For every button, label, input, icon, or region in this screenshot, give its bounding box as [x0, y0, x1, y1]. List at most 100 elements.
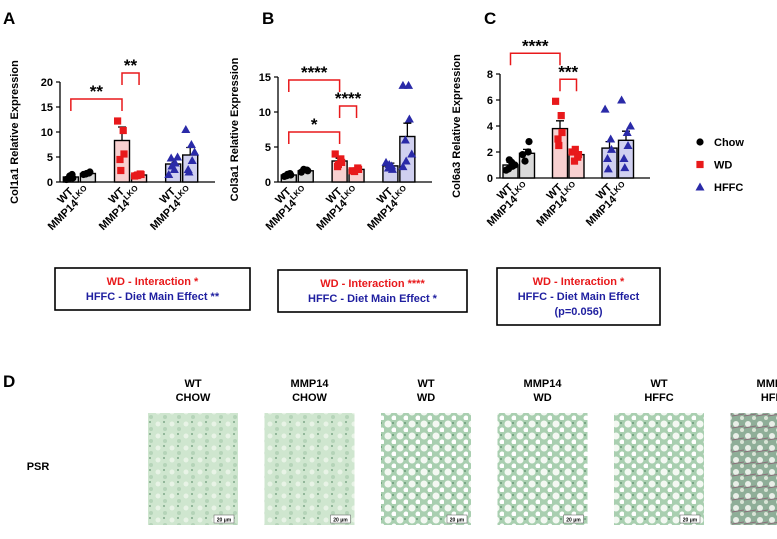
- y-axis-label: Col3a1 Relative Expression: [229, 57, 241, 201]
- significance-bracket: [509, 52, 561, 66]
- y-tick-label: 6: [487, 95, 493, 107]
- column-label: WD: [417, 392, 435, 404]
- y-tick-label: 10: [41, 127, 53, 139]
- data-point: [557, 112, 565, 120]
- column-label: CHOW: [176, 392, 211, 404]
- data-point: [606, 134, 616, 143]
- category-superscript: LKO: [173, 184, 191, 202]
- stats-box: [496, 267, 661, 326]
- y-tick-label: 0: [487, 173, 493, 185]
- stats-text: HFFC - Diet Main Effect **: [86, 291, 220, 303]
- legend-marker: [696, 160, 704, 169]
- data-point: [554, 135, 562, 143]
- stats-text: HFFC - Diet Main Effect: [518, 291, 640, 303]
- data-point: [300, 165, 308, 173]
- scale-bar-label: 20 μm: [683, 518, 698, 524]
- histology-image: [264, 413, 355, 525]
- scale-bar-box: [213, 514, 235, 524]
- category-superscript: LKO: [122, 184, 140, 202]
- category-superscript: LKO: [288, 184, 306, 202]
- data-point: [83, 169, 91, 178]
- panel-label: B: [262, 9, 274, 28]
- data-point: [404, 114, 414, 123]
- stats-box: [277, 269, 468, 313]
- error-bar: [556, 120, 564, 129]
- column-label: WT: [184, 378, 201, 390]
- column-label: WD: [533, 392, 551, 404]
- y-axis-label: Col1a1 Relative Expression: [9, 60, 21, 204]
- data-point: [184, 167, 194, 176]
- data-point: [117, 166, 125, 175]
- stats-text: WD - Interaction *: [533, 276, 625, 288]
- data-point: [181, 125, 191, 133]
- y-tick-label: 10: [259, 107, 271, 119]
- data-point: [173, 152, 183, 161]
- significance-label: ****: [335, 89, 362, 108]
- panel-label: D: [3, 372, 15, 391]
- legend-label: Chow: [714, 137, 744, 149]
- column-label: MMP14: [291, 378, 330, 390]
- data-point: [134, 171, 142, 179]
- y-tick-label: 8: [487, 69, 493, 81]
- histology-image: [381, 413, 471, 525]
- histology-image: [614, 413, 704, 525]
- y-tick-label: 2: [487, 147, 493, 159]
- data-point: [66, 172, 74, 180]
- error-bar: [403, 122, 412, 137]
- significance-bracket: [338, 105, 358, 118]
- legend-label: WD: [714, 160, 732, 172]
- column-label: HFFC: [644, 392, 673, 404]
- scale-bar-box: [563, 514, 584, 524]
- data-point: [354, 165, 363, 173]
- y-tick-label: 20: [41, 77, 53, 89]
- data-point: [167, 161, 177, 170]
- panel-label: A: [3, 9, 15, 28]
- data-point: [625, 121, 635, 130]
- legend-label: HFFC: [714, 182, 743, 194]
- stats-text: (p=0.056): [555, 306, 603, 318]
- row-label: PSR: [27, 461, 50, 473]
- legend-marker: [695, 182, 705, 191]
- column-label: CHOW: [292, 392, 327, 404]
- data-point: [166, 153, 176, 162]
- data-point: [571, 145, 579, 153]
- significance-label: *: [311, 115, 318, 134]
- data-point: [574, 151, 583, 159]
- category-superscript: LKO: [510, 180, 528, 198]
- significance-label: **: [124, 56, 138, 75]
- data-point: [350, 167, 359, 176]
- significance-bracket: [70, 98, 123, 111]
- data-point: [187, 156, 197, 164]
- y-tick-label: 5: [47, 152, 53, 164]
- column-label: HFFC: [761, 392, 777, 404]
- category-superscript: LKO: [339, 184, 357, 202]
- y-tick-label: 15: [259, 72, 271, 84]
- y-tick-label: 5: [265, 142, 271, 154]
- y-tick-label: 15: [41, 102, 53, 114]
- data-point: [521, 157, 529, 165]
- data-point: [620, 163, 630, 172]
- data-point: [603, 154, 612, 162]
- data-point: [504, 165, 513, 173]
- histology-image: [148, 413, 238, 525]
- data-point: [558, 128, 566, 137]
- data-point: [190, 147, 200, 156]
- scale-bar-label: 20 μm: [217, 518, 232, 524]
- significance-label: ****: [301, 63, 328, 82]
- scale-bar-box: [330, 514, 351, 524]
- data-point: [617, 95, 627, 104]
- data-point: [524, 148, 532, 156]
- y-axis-label: Col6a3 Relative Expression: [451, 54, 463, 198]
- data-point: [120, 150, 128, 158]
- category-superscript: LKO: [559, 180, 577, 198]
- data-point: [331, 150, 339, 158]
- significance-bracket: [121, 72, 140, 85]
- data-point: [622, 128, 632, 136]
- stats-text: WD - Interaction *: [107, 276, 199, 288]
- category-superscript: LKO: [390, 184, 408, 202]
- scale-bar-box: [679, 514, 701, 524]
- data-point: [619, 154, 629, 162]
- significance-bracket: [559, 78, 578, 92]
- stats-box: [54, 267, 251, 311]
